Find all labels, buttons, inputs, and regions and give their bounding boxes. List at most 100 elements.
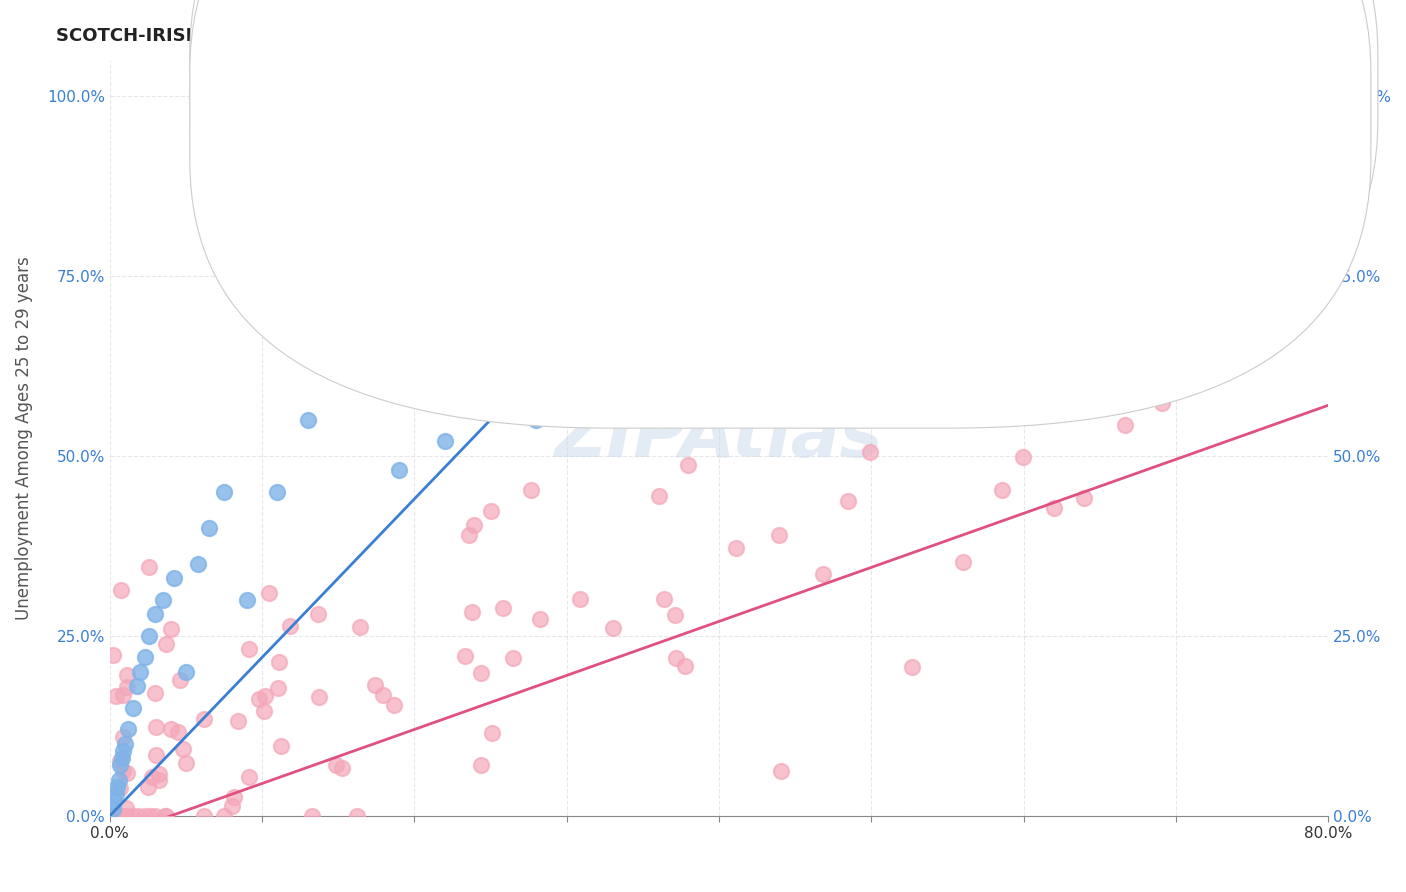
English (172, 741, 194, 756)
English (155, 809, 177, 823)
English (461, 605, 484, 619)
English (1012, 329, 1035, 343)
English (1073, 491, 1095, 506)
Text: ZIPAtlas: ZIPAtlas (555, 403, 883, 472)
English (143, 809, 166, 823)
English (238, 642, 260, 657)
Scotch-Irish (678, 125, 700, 139)
English (167, 724, 190, 739)
English (346, 809, 368, 823)
Scotch-Irish (105, 780, 128, 794)
Scotch-Irish (103, 795, 125, 809)
English (463, 517, 485, 532)
English (1043, 501, 1066, 516)
English (155, 637, 177, 651)
Scotch-Irish (117, 723, 139, 737)
English (648, 489, 671, 503)
English (238, 770, 260, 784)
English (121, 809, 143, 823)
Scotch-Irish (121, 701, 143, 715)
English (193, 712, 215, 726)
English (363, 678, 385, 692)
English (110, 809, 132, 823)
English (479, 504, 502, 518)
English (148, 772, 170, 787)
English (676, 458, 699, 472)
English (952, 555, 974, 569)
English (664, 650, 686, 665)
English (104, 809, 127, 823)
English (115, 766, 138, 780)
Scotch-Irish (127, 679, 149, 693)
English (307, 607, 329, 621)
English (382, 698, 405, 713)
Scotch-Irish (799, 175, 821, 189)
English (811, 567, 834, 582)
Scotch-Irish (114, 737, 136, 751)
Y-axis label: Unemployment Among Ages 25 to 29 years: Unemployment Among Ages 25 to 29 years (15, 256, 32, 620)
English (253, 689, 276, 703)
English (101, 648, 124, 662)
English (454, 649, 477, 664)
English (145, 747, 167, 762)
English (104, 809, 127, 823)
English (153, 809, 176, 823)
English (270, 739, 292, 753)
Scotch-Irish (236, 592, 259, 607)
English (105, 690, 128, 704)
English (770, 764, 793, 779)
English (269, 655, 291, 669)
English (458, 528, 481, 542)
Scotch-Irish (524, 413, 547, 427)
English (1150, 396, 1173, 410)
Scotch-Irish (111, 751, 134, 765)
English (139, 809, 162, 823)
English (221, 798, 243, 813)
English (110, 755, 132, 769)
English (108, 780, 131, 795)
English (664, 608, 686, 623)
English (900, 660, 922, 674)
Text: R = 0.560  N = 108: R = 0.560 N = 108 (626, 103, 787, 120)
Scotch-Irish (266, 484, 288, 499)
English (1012, 450, 1035, 464)
English (1114, 417, 1136, 432)
English (568, 591, 591, 606)
English (138, 560, 160, 574)
Scotch-Irish (129, 665, 152, 679)
English (226, 714, 249, 728)
Scotch-Irish (616, 146, 638, 161)
English (148, 766, 170, 780)
English (859, 445, 882, 459)
English (1123, 376, 1146, 391)
English (991, 483, 1014, 497)
Scotch-Irish (738, 219, 761, 233)
English (143, 685, 166, 699)
Scotch-Irish (769, 161, 792, 175)
Scotch-Irish (433, 434, 456, 449)
English (652, 592, 675, 607)
Scotch-Irish (707, 196, 730, 211)
Scotch-Irish (647, 175, 669, 189)
English (330, 761, 353, 775)
English (371, 688, 394, 702)
English (502, 650, 524, 665)
English (481, 726, 503, 740)
English (136, 780, 159, 794)
Scotch-Irish (174, 665, 197, 679)
English (134, 809, 156, 823)
English (768, 528, 790, 542)
Scotch-Irish (138, 629, 160, 643)
Scotch-Irish (152, 592, 174, 607)
English (766, 392, 789, 406)
English (108, 809, 131, 823)
Scotch-Irish (479, 247, 502, 261)
English (1085, 382, 1108, 396)
Scotch-Irish (163, 571, 186, 585)
Scotch-Irish (187, 557, 209, 571)
English (673, 658, 696, 673)
English (111, 764, 134, 779)
English (115, 681, 138, 695)
English (112, 731, 135, 745)
English (193, 809, 215, 823)
